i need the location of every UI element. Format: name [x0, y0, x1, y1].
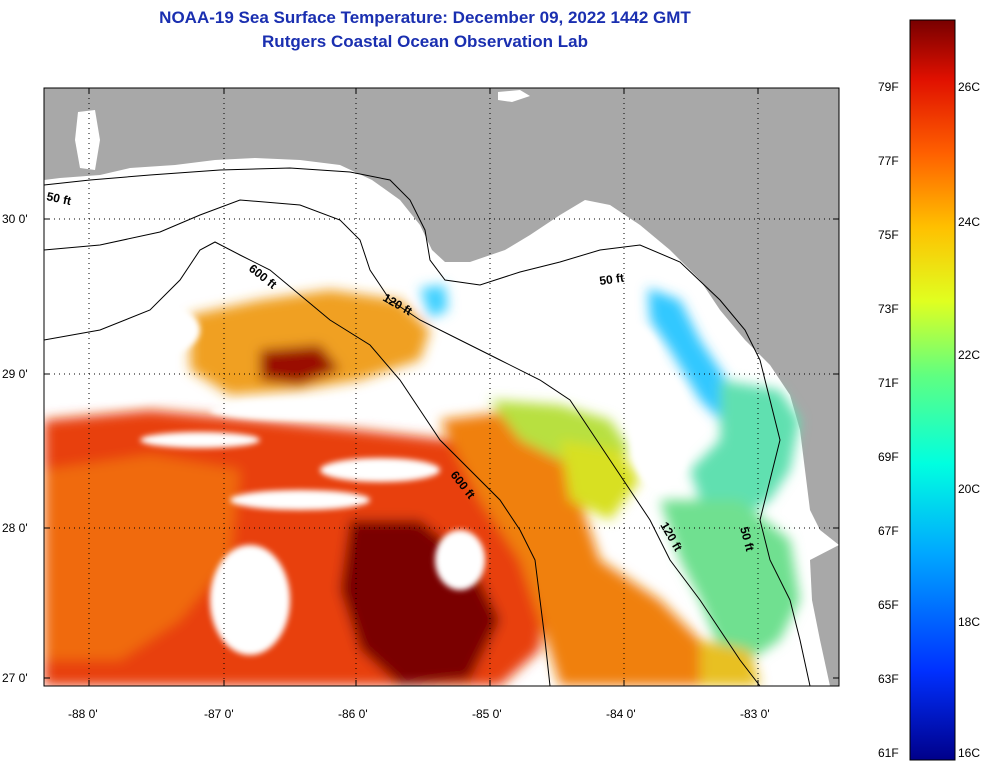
contour-label-50-west: 50 ft — [45, 189, 72, 208]
cb-f-75: 75F — [878, 228, 899, 242]
bay-water — [75, 110, 100, 170]
cb-f-61: 61F — [878, 746, 899, 760]
contour-label-50-south: 50 ft — [737, 525, 757, 552]
cb-c-18: 18C — [958, 615, 981, 629]
map-border — [43, 87, 840, 687]
bathymetry-contours — [44, 167, 811, 686]
lat-label-30: 30 0' — [2, 212, 28, 226]
cb-f-63: 63F — [878, 672, 899, 686]
lon-label-88: -88 0' — [68, 707, 98, 721]
lon-label-84: -84 0' — [606, 707, 636, 721]
cb-f-67: 67F — [878, 524, 899, 538]
lat-label-27: 27 0' — [2, 671, 28, 685]
lat-label-29: 29 0' — [2, 367, 28, 381]
cb-f-79: 79F — [878, 80, 899, 94]
cb-f-71: 71F — [878, 376, 899, 390]
cb-f-69: 69F — [878, 450, 899, 464]
colorbar — [909, 19, 956, 761]
cb-c-16: 16C — [958, 746, 981, 760]
cb-f-73: 73F — [878, 302, 899, 316]
lat-label-28: 28 0' — [2, 521, 28, 535]
axis-ticks — [44, 88, 839, 686]
cb-f-65: 65F — [878, 598, 899, 612]
lon-label-85: -85 0' — [472, 707, 502, 721]
contour-label-50-east: 50 ft — [598, 271, 624, 288]
cb-c-24: 24C — [958, 215, 981, 229]
lon-label-83: -83 0' — [740, 707, 770, 721]
lake-water — [498, 90, 530, 102]
cb-f-77: 77F — [878, 154, 899, 168]
cb-c-26: 26C — [958, 80, 981, 94]
land-mass-south — [810, 545, 839, 686]
cb-c-20: 20C — [958, 482, 981, 496]
map-title: NOAA-19 Sea Surface Temperature: Decembe… — [159, 8, 691, 27]
cb-c-22: 22C — [958, 348, 981, 362]
cloud-mask — [44, 255, 690, 655]
map-subtitle: Rutgers Coastal Ocean Observation Lab — [262, 32, 588, 51]
lon-label-86: -86 0' — [338, 707, 368, 721]
lon-label-87: -87 0' — [204, 707, 234, 721]
land-mass — [44, 88, 839, 545]
